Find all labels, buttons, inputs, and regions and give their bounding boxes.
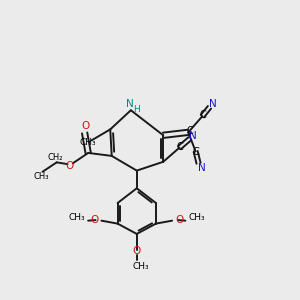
- Text: O: O: [90, 215, 98, 225]
- Text: N: N: [125, 99, 133, 110]
- Text: C: C: [177, 142, 184, 152]
- Text: CH₃: CH₃: [33, 172, 49, 181]
- Text: CH₃: CH₃: [80, 138, 97, 147]
- Text: C: C: [200, 110, 206, 120]
- Text: O: O: [133, 246, 141, 256]
- Text: N: N: [208, 99, 216, 110]
- Text: CH₃: CH₃: [69, 213, 85, 222]
- Text: O: O: [175, 215, 183, 225]
- Text: O: O: [66, 161, 74, 171]
- Text: C: C: [193, 147, 200, 158]
- Text: CH₂: CH₂: [47, 153, 63, 162]
- Text: N: N: [198, 163, 206, 173]
- Text: CH₃: CH₃: [133, 262, 149, 271]
- Text: H: H: [134, 105, 140, 114]
- Text: C: C: [186, 126, 193, 136]
- Text: CH₃: CH₃: [188, 213, 205, 222]
- Text: N: N: [189, 131, 196, 141]
- Text: O: O: [81, 121, 89, 130]
